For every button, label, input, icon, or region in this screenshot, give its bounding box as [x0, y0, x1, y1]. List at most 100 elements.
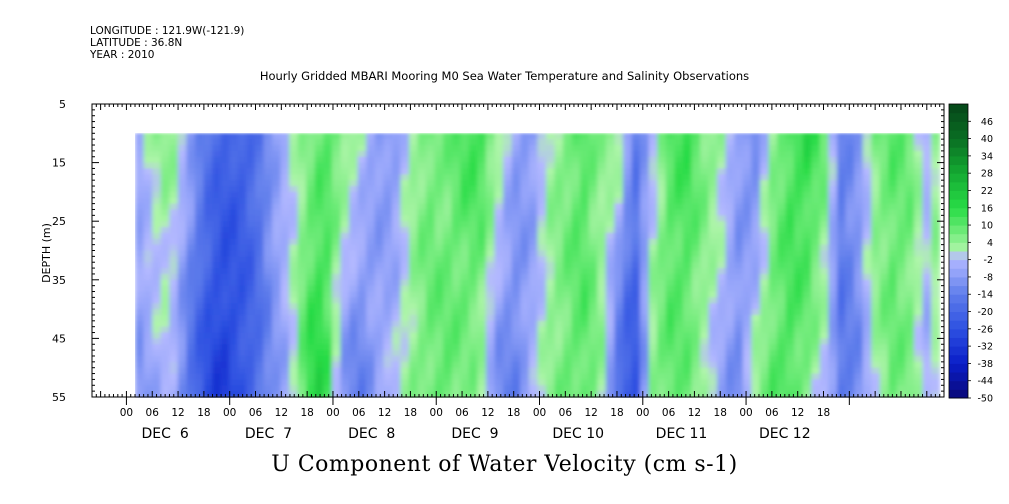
- heat-cell: [434, 303, 444, 310]
- heat-cell: [554, 156, 564, 164]
- heat-cell: [588, 133, 598, 140]
- heat-cell: [366, 174, 376, 181]
- heat-cell: [888, 268, 898, 275]
- heat-cell: [828, 314, 838, 322]
- heat-cell: [759, 174, 770, 181]
- heat-cell: [443, 332, 453, 339]
- heat-cell: [905, 326, 915, 334]
- heat-cell: [160, 314, 170, 322]
- heat-cell: [468, 232, 479, 240]
- heat-cell: [494, 338, 504, 345]
- heat-cell: [391, 209, 401, 216]
- heat-cell: [297, 262, 307, 269]
- heat-cell: [674, 320, 684, 328]
- heat-cell: [888, 203, 898, 211]
- heat-cell: [237, 250, 247, 257]
- heat-cell: [836, 133, 847, 140]
- heat-cell: [391, 197, 401, 205]
- heat-cell: [545, 297, 556, 304]
- heat-cell: [494, 139, 504, 146]
- heat-cell: [862, 338, 872, 345]
- heat-cell: [563, 133, 573, 140]
- heat-cell: [717, 197, 727, 205]
- heat-cell: [785, 373, 795, 381]
- heat-cell: [657, 186, 667, 193]
- heat-cell: [366, 291, 376, 298]
- heat-cell: [605, 326, 616, 334]
- heat-cell: [622, 250, 633, 257]
- heat-cell: [212, 309, 222, 316]
- heat-cell: [169, 244, 179, 252]
- heat-cell: [794, 332, 804, 339]
- heat-cell: [340, 145, 350, 152]
- heat-cell: [725, 268, 735, 275]
- heat-cell: [203, 303, 213, 310]
- heat-cell: [443, 391, 453, 398]
- heat-cell: [477, 379, 487, 386]
- heat-cell: [588, 186, 598, 193]
- heat-cell: [597, 145, 607, 152]
- heat-cell: [742, 320, 752, 328]
- heat-cell: [349, 332, 359, 339]
- heat-cell: [520, 215, 530, 222]
- heat-cell: [203, 209, 213, 216]
- heat-cell: [289, 221, 299, 228]
- heat-cell: [391, 238, 401, 246]
- heat-cell: [879, 227, 889, 234]
- heat-cell: [511, 361, 521, 369]
- heat-cell: [905, 291, 915, 298]
- heat-cell: [914, 326, 924, 334]
- heat-cell: [468, 314, 479, 322]
- heat-cell: [622, 209, 633, 216]
- heat-cell: [451, 186, 461, 193]
- heat-cell: [400, 174, 410, 181]
- heat-cell: [408, 367, 419, 375]
- heat-cell: [862, 209, 872, 216]
- heat-cell: [271, 326, 282, 334]
- heat-cell: [785, 150, 795, 158]
- heat-cell: [408, 227, 419, 234]
- heat-cell: [597, 168, 607, 175]
- heat-cell: [237, 203, 247, 211]
- heat-cell: [503, 303, 513, 310]
- heat-cell: [734, 391, 744, 398]
- heat-cell: [451, 285, 461, 293]
- heat-cell: [665, 133, 675, 140]
- heat-cell: [700, 350, 710, 357]
- heat-cell: [408, 338, 419, 345]
- heat-cell: [614, 279, 624, 287]
- heat-cell: [700, 273, 710, 281]
- heat-cell: [520, 355, 530, 363]
- heat-cell: [682, 256, 693, 263]
- heat-cell: [434, 156, 444, 164]
- heat-cell: [434, 291, 444, 298]
- heat-cell: [203, 385, 213, 392]
- heat-cell: [443, 268, 453, 275]
- heat-cell: [819, 367, 830, 375]
- heat-cell: [451, 197, 461, 205]
- heat-cell: [306, 314, 316, 322]
- heat-cell: [545, 250, 556, 257]
- heat-cell: [563, 203, 573, 211]
- heat-cell: [605, 320, 616, 328]
- heat-cell: [640, 391, 650, 398]
- heat-cell: [700, 162, 710, 170]
- heat-cell: [811, 256, 821, 263]
- heat-cell: [528, 174, 538, 181]
- heat-cell: [263, 297, 273, 304]
- heat-cell: [366, 379, 376, 386]
- heat-cell: [597, 350, 607, 357]
- heat-cell: [417, 244, 427, 252]
- heat-cell: [434, 186, 444, 193]
- heat-cell: [528, 145, 538, 152]
- heat-cell: [194, 320, 205, 328]
- heat-cell: [203, 238, 213, 246]
- heat-cell: [545, 355, 556, 363]
- heat-cell: [785, 314, 795, 322]
- heat-cell: [717, 262, 727, 269]
- heat-cell: [614, 191, 624, 199]
- heat-cell: [194, 174, 205, 181]
- heat-cell: [854, 197, 864, 205]
- heat-cell: [922, 285, 932, 293]
- heat-cell: [340, 256, 350, 263]
